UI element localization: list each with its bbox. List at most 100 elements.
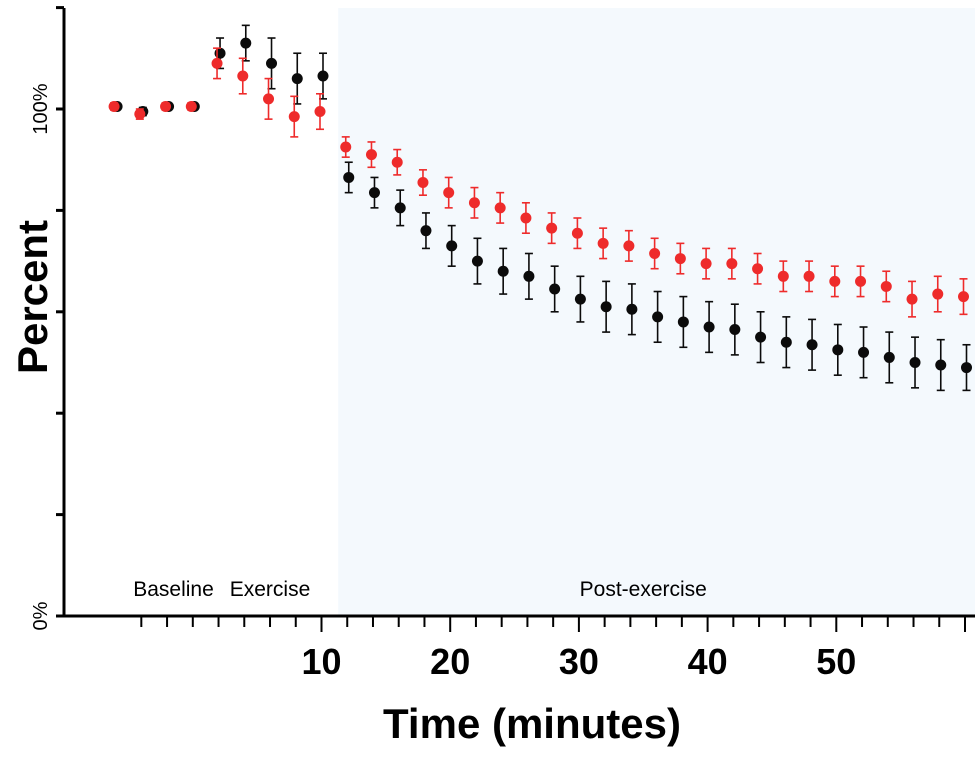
data-point	[829, 275, 841, 287]
data-point	[600, 301, 612, 313]
series-1-point-13	[443, 176, 455, 209]
series-0-point-11	[394, 189, 406, 227]
data-point	[471, 255, 483, 267]
series-0-point-9	[343, 161, 355, 194]
data-point	[108, 100, 120, 112]
series-1-point-2	[160, 100, 172, 112]
series-0-point-13	[446, 224, 458, 267]
data-point	[674, 253, 686, 265]
data-point	[549, 283, 561, 295]
series-1-point-1	[134, 108, 146, 120]
series-1-point-28	[829, 265, 841, 298]
data-point	[855, 275, 867, 287]
data-point	[652, 311, 664, 323]
y-tick-labels: 0% 100%	[30, 83, 52, 630]
series-1-point-23	[700, 247, 712, 280]
series-1-point-0	[108, 100, 120, 112]
data-point	[185, 100, 197, 112]
data-point	[263, 93, 275, 105]
series-0-point-26	[780, 316, 792, 369]
data-point	[626, 303, 638, 315]
data-point	[288, 111, 300, 123]
series-1-point-11	[391, 148, 403, 176]
data-point	[961, 362, 972, 374]
series-1-point-6	[263, 77, 275, 120]
data-point	[777, 270, 789, 282]
data-point	[214, 47, 226, 59]
series-0-point-33	[961, 343, 972, 392]
series-0-point-12	[420, 212, 432, 250]
data-point	[700, 258, 712, 270]
series-0-point-21	[652, 290, 664, 344]
series-layer	[108, 24, 972, 392]
data-point	[417, 177, 429, 189]
data-point	[703, 321, 715, 333]
series-0-point-17	[549, 265, 561, 313]
data-point	[649, 247, 661, 259]
data-point	[446, 240, 458, 252]
data-point	[240, 37, 252, 49]
series-0-point-23	[703, 300, 715, 354]
series-1-point-19	[597, 227, 609, 260]
data-point	[571, 227, 583, 239]
phase-labels: Baseline Exercise Post-exercise	[133, 578, 707, 601]
data-point	[958, 291, 969, 303]
series-1-point-26	[777, 260, 789, 293]
series-0-point-8	[317, 52, 329, 100]
series-1-point-9	[340, 136, 352, 158]
data-point	[906, 293, 918, 305]
data-point	[343, 171, 355, 183]
series-1-point-24	[726, 247, 738, 280]
data-point	[394, 202, 406, 214]
data-point	[806, 339, 818, 351]
y-ticks	[56, 6, 64, 618]
series-1-point-31	[906, 280, 918, 318]
series-0-point-24	[729, 303, 741, 356]
series-0-point-16	[523, 252, 535, 300]
x-tick-labels: 10 20 30 40 50	[301, 641, 856, 682]
data-point	[729, 324, 741, 336]
series-1-point-29	[855, 265, 867, 298]
series-0-point-14	[471, 237, 483, 285]
series-0-point-28	[832, 323, 844, 376]
phase-label-1: Exercise	[230, 578, 311, 601]
series-1-point-33	[958, 278, 969, 316]
data-point	[523, 270, 535, 282]
data-point	[597, 237, 609, 249]
data-point	[726, 258, 738, 270]
series-0-point-18	[574, 275, 586, 323]
series-1-point-32	[932, 275, 944, 313]
x-tick-label-2: 30	[559, 641, 599, 682]
series-1-point-7	[288, 95, 300, 138]
data-point	[368, 187, 380, 199]
series-1-point-3	[185, 100, 197, 112]
data-point	[266, 57, 278, 69]
data-point	[468, 197, 480, 209]
data-point	[520, 212, 532, 224]
data-point	[832, 344, 844, 356]
data-point	[623, 240, 635, 252]
series-1-point-12	[417, 169, 429, 196]
series-1-point-8	[314, 92, 326, 131]
data-point	[883, 351, 895, 363]
series-1-point-4	[211, 47, 223, 80]
data-point	[494, 202, 506, 214]
data-point	[391, 156, 403, 168]
data-point	[803, 270, 815, 282]
data-point	[546, 222, 558, 234]
series-0-point-31	[909, 336, 921, 389]
series-1-point-16	[520, 201, 532, 235]
data-point	[317, 70, 329, 82]
data-point	[574, 293, 586, 305]
x-tick-label-0: 10	[301, 641, 341, 682]
data-point	[935, 359, 947, 371]
x-tick-label-1: 20	[430, 641, 470, 682]
series-1-point-18	[571, 217, 583, 250]
x-tick-label-3: 40	[688, 641, 728, 682]
y-tick-label-1: 100%	[30, 83, 52, 134]
series-1-point-21	[649, 237, 661, 270]
series-1-point-14	[468, 186, 480, 219]
series-0-point-6	[266, 37, 278, 90]
series-0-point-19	[600, 280, 612, 333]
